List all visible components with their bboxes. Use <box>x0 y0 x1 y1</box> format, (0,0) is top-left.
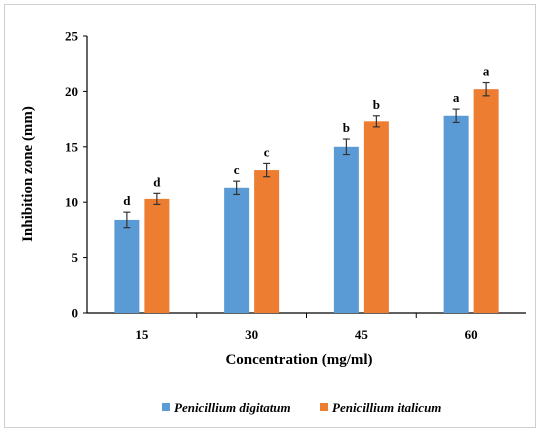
significance-letter: a <box>483 64 490 79</box>
y-axis-title: Inhibition zone (mm) <box>20 106 36 242</box>
plot-area: 0 5 10 15 20 25 15 d d 30 c c 45 b b 60 a a <box>65 29 526 342</box>
legend-swatch <box>162 403 170 411</box>
y-tick-label: 0 <box>72 306 79 321</box>
significance-letter: c <box>234 162 240 177</box>
significance-letter: b <box>373 97 380 112</box>
significance-letter: c <box>264 144 270 159</box>
y-tick-label: 20 <box>65 84 78 99</box>
bar <box>443 115 469 313</box>
bar <box>224 187 250 313</box>
legend: Penicillium digitatum Penicillium italicu… <box>162 400 441 415</box>
significance-letter: d <box>153 174 161 189</box>
x-tick-label: 30 <box>245 327 258 342</box>
legend-label: Penicillium digitatum <box>174 400 291 415</box>
legend-label: Penicillium italicum <box>332 400 441 415</box>
bar <box>363 121 389 313</box>
bar <box>144 198 170 313</box>
x-tick-label: 15 <box>135 327 149 342</box>
bar <box>333 146 359 313</box>
y-tick-label: 15 <box>65 139 79 154</box>
significance-letter: b <box>343 120 350 135</box>
significance-letter: d <box>123 193 131 208</box>
y-tick-label: 5 <box>72 250 79 265</box>
legend-swatch <box>320 403 328 411</box>
bar <box>473 89 499 314</box>
x-axis-title: Concentration (mg/ml) <box>225 352 372 368</box>
y-tick-label: 25 <box>65 29 79 44</box>
bar <box>114 219 140 313</box>
x-tick-label: 60 <box>465 327 478 342</box>
x-tick-label: 45 <box>355 327 369 342</box>
significance-letter: a <box>453 90 460 105</box>
bar <box>254 170 280 313</box>
y-tick-label: 10 <box>65 195 78 210</box>
